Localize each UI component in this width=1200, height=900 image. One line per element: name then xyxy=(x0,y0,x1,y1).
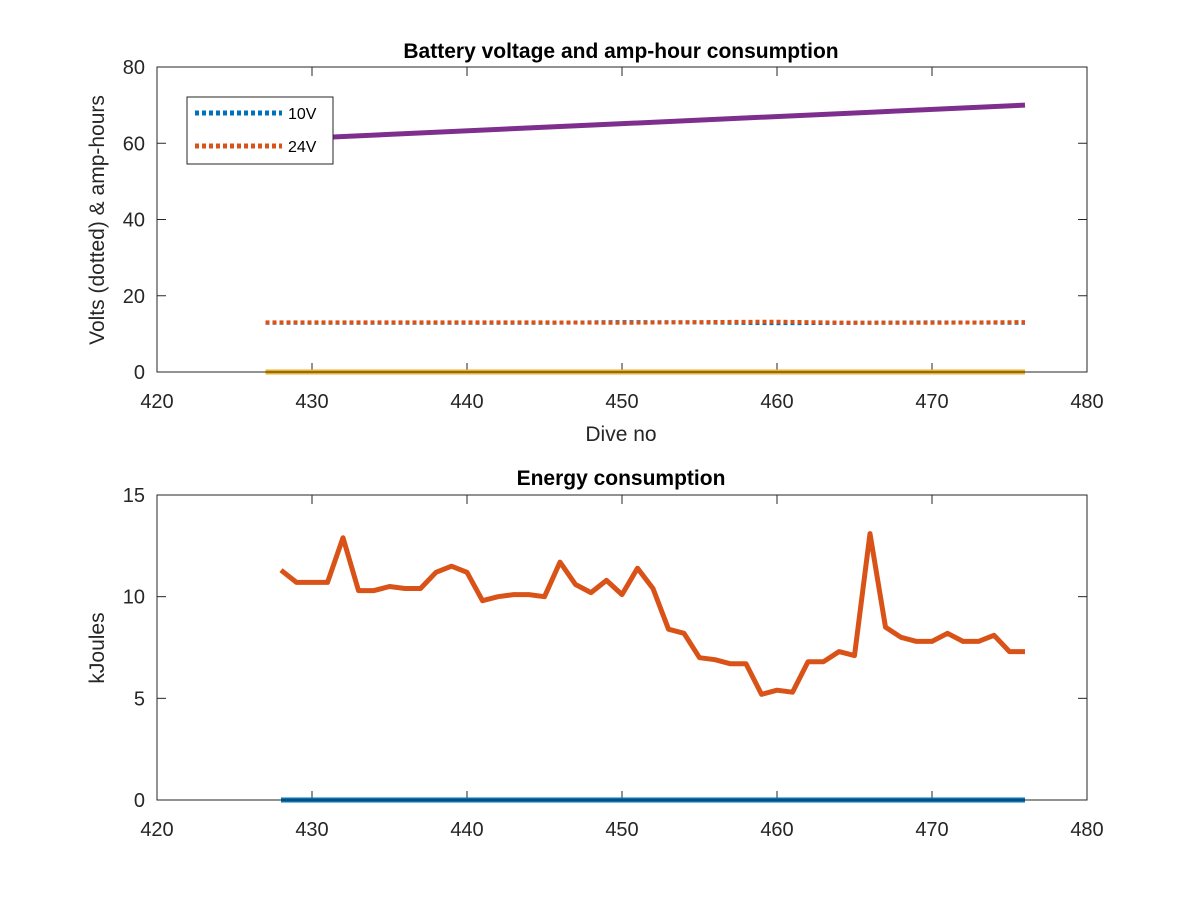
voltage-chart-axes: 420 430 440 450 460 470 480 0 20 40 60 80 xyxy=(123,57,1104,413)
voltage-chart-xtick-label: 420 xyxy=(140,391,173,413)
energy-chart: Energy consumption kJoules 420 430 440 450 4… xyxy=(86,467,1104,841)
voltage-chart-ytick-label: 20 xyxy=(123,286,145,308)
energy-chart-xtick-label: 420 xyxy=(140,819,173,841)
voltage-chart-ytick-label: 40 xyxy=(123,210,145,232)
energy-chart-xtick-label: 450 xyxy=(605,819,638,841)
legend-label-10v: 10V xyxy=(288,106,317,123)
voltage-chart-ytick-label: 60 xyxy=(123,133,145,155)
voltage-chart: Battery voltage and amp-hour consumption… xyxy=(86,40,1104,446)
energy-chart-title: Energy consumption xyxy=(517,467,726,490)
voltage-chart-xlabel: Dive no xyxy=(585,423,656,446)
voltage-chart-ytick-label: 0 xyxy=(134,362,145,384)
energy-chart-series-line-2 xyxy=(279,531,1025,697)
energy-chart-axes: 420 430 440 450 460 470 480 0 5 10 15 xyxy=(123,485,1104,841)
voltage-chart-xtick-label: 470 xyxy=(915,391,948,413)
energy-chart-xtick-label: 440 xyxy=(450,819,483,841)
energy-chart-ytick-label: 10 xyxy=(123,587,145,609)
energy-chart-ylabel: kJoules xyxy=(86,612,109,683)
voltage-chart-title: Battery voltage and amp-hour consumption xyxy=(403,40,838,63)
energy-chart-ytick-label: 0 xyxy=(134,790,145,812)
voltage-chart-legend: 10V 24V xyxy=(186,96,334,165)
voltage-chart-series-24v xyxy=(265,319,1026,325)
energy-chart-xtick-label: 470 xyxy=(915,819,948,841)
voltage-chart-xtick-label: 480 xyxy=(1070,391,1103,413)
voltage-chart-ytick-label: 80 xyxy=(123,57,145,79)
voltage-chart-ylabel: Volts (dotted) & amp-hours xyxy=(86,95,109,345)
legend-label-24v: 24V xyxy=(288,139,317,156)
energy-chart-xtick-label: 480 xyxy=(1070,819,1103,841)
energy-chart-xtick-label: 460 xyxy=(760,819,793,841)
energy-chart-xtick-label: 430 xyxy=(295,819,328,841)
voltage-chart-xtick-label: 460 xyxy=(760,391,793,413)
voltage-chart-xtick-label: 440 xyxy=(450,391,483,413)
energy-chart-ytick-label: 5 xyxy=(134,688,145,710)
voltage-chart-xtick-label: 450 xyxy=(605,391,638,413)
voltage-chart-xtick-label: 430 xyxy=(295,391,328,413)
legend-box xyxy=(186,96,334,165)
energy-chart-frame xyxy=(156,494,1088,801)
voltage-chart-frame xyxy=(156,66,1088,373)
energy-chart-ytick-label: 15 xyxy=(123,485,145,507)
voltage-chart-series-line-3 xyxy=(280,102,1026,142)
